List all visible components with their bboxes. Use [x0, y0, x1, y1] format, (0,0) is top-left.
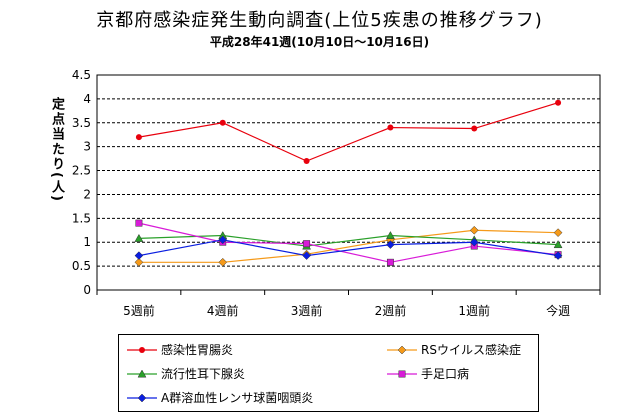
- legend-swatch: [127, 393, 157, 402]
- data-point: [134, 257, 144, 267]
- y-tick-label: 3.5: [72, 116, 91, 130]
- y-tick-label: 1: [83, 235, 91, 249]
- series-line-3: [138, 234, 559, 247]
- data-point: [218, 235, 228, 245]
- x-tick-label: 4週前: [207, 303, 239, 318]
- y-tick-label: 0: [83, 283, 91, 297]
- data-point: [303, 158, 310, 164]
- x-tick-label: 3週前: [291, 303, 323, 318]
- data-point: [219, 119, 226, 126]
- line-chart: 0 0.5 1 1.5 2 2.5 3 3.5 4 4.5 5週前 4週前 3週前 2週前 1週前 今週: [72, 68, 601, 318]
- series-line-4: [138, 222, 559, 263]
- data-point: [135, 134, 142, 141]
- y-tick-label: 3: [83, 140, 91, 154]
- legend-item: 手足口病: [387, 365, 469, 382]
- plot-frame: [96, 74, 601, 291]
- chart-title: 京都府感染症発生動向調査(上位5疾患の推移グラフ): [96, 10, 543, 31]
- legend-item: 感染性胃腸炎: [127, 341, 233, 358]
- data-point: [134, 233, 144, 242]
- legend-item: RSウイルス感染症: [387, 341, 521, 358]
- x-tick-label: 1週前: [458, 303, 490, 318]
- legend-swatch: [387, 370, 417, 377]
- y-tick-label: 2: [83, 187, 91, 201]
- y-tick-label: 4.5: [72, 68, 91, 82]
- legend-swatch: [387, 345, 417, 354]
- legend-label: RSウイルス感染症: [421, 343, 521, 357]
- y-tick-label: 1.5: [72, 211, 91, 225]
- series-line-5: [138, 239, 559, 257]
- legend-label: 流行性耳下腺炎: [161, 367, 246, 381]
- data-point: [469, 237, 479, 247]
- series-line-2: [138, 229, 559, 263]
- x-tick-label: 2週前: [375, 303, 407, 318]
- data-point: [471, 125, 478, 132]
- data-point: [553, 251, 563, 260]
- data-point: [303, 240, 311, 248]
- series-line-1: [138, 102, 559, 162]
- legend-swatch-marker: [137, 368, 147, 377]
- legend-swatch-marker: [137, 393, 147, 402]
- data-point: [135, 219, 143, 227]
- legend-swatch-marker: [398, 370, 406, 377]
- chart-legend: 感染性胃腸炎 RSウイルス感染症流行性耳下腺炎 手足口病 A群溶血性レンサ球菌咽頭炎: [118, 334, 539, 412]
- legend-swatch: [127, 346, 157, 353]
- data-point: [218, 257, 228, 267]
- y-tick-label: 2.5: [72, 164, 91, 178]
- chart-subtitle: 平成28年41週(10月10日〜10月16日): [209, 35, 430, 49]
- legend-swatch: [127, 368, 157, 377]
- x-tick-label: 5週前: [123, 303, 155, 318]
- legend-item: A群溶血性レンサ球菌咽頭炎: [127, 389, 313, 406]
- y-tick-label: 0.5: [72, 259, 91, 273]
- y-tick-label: 4: [83, 92, 91, 106]
- data-point: [386, 258, 394, 266]
- legend-swatch-marker: [397, 345, 407, 354]
- legend-item: 流行性耳下腺炎: [127, 365, 245, 382]
- legend-label: 感染性胃腸炎: [161, 343, 234, 357]
- legend-label: 手足口病: [421, 367, 470, 381]
- data-point: [387, 124, 394, 131]
- data-point: [302, 251, 311, 260]
- legend-swatch-marker: [139, 346, 145, 353]
- data-point: [553, 240, 563, 249]
- data-point: [134, 251, 144, 260]
- data-point: [553, 228, 563, 238]
- data-point: [469, 225, 479, 235]
- data-point: [385, 231, 395, 239]
- x-tick-label: 今週: [546, 303, 570, 318]
- data-point: [386, 240, 395, 249]
- legend-label: A群溶血性レンサ球菌咽頭炎: [161, 391, 314, 405]
- y-axis-label: 定点当たり(人): [49, 97, 64, 203]
- data-point: [555, 99, 562, 106]
